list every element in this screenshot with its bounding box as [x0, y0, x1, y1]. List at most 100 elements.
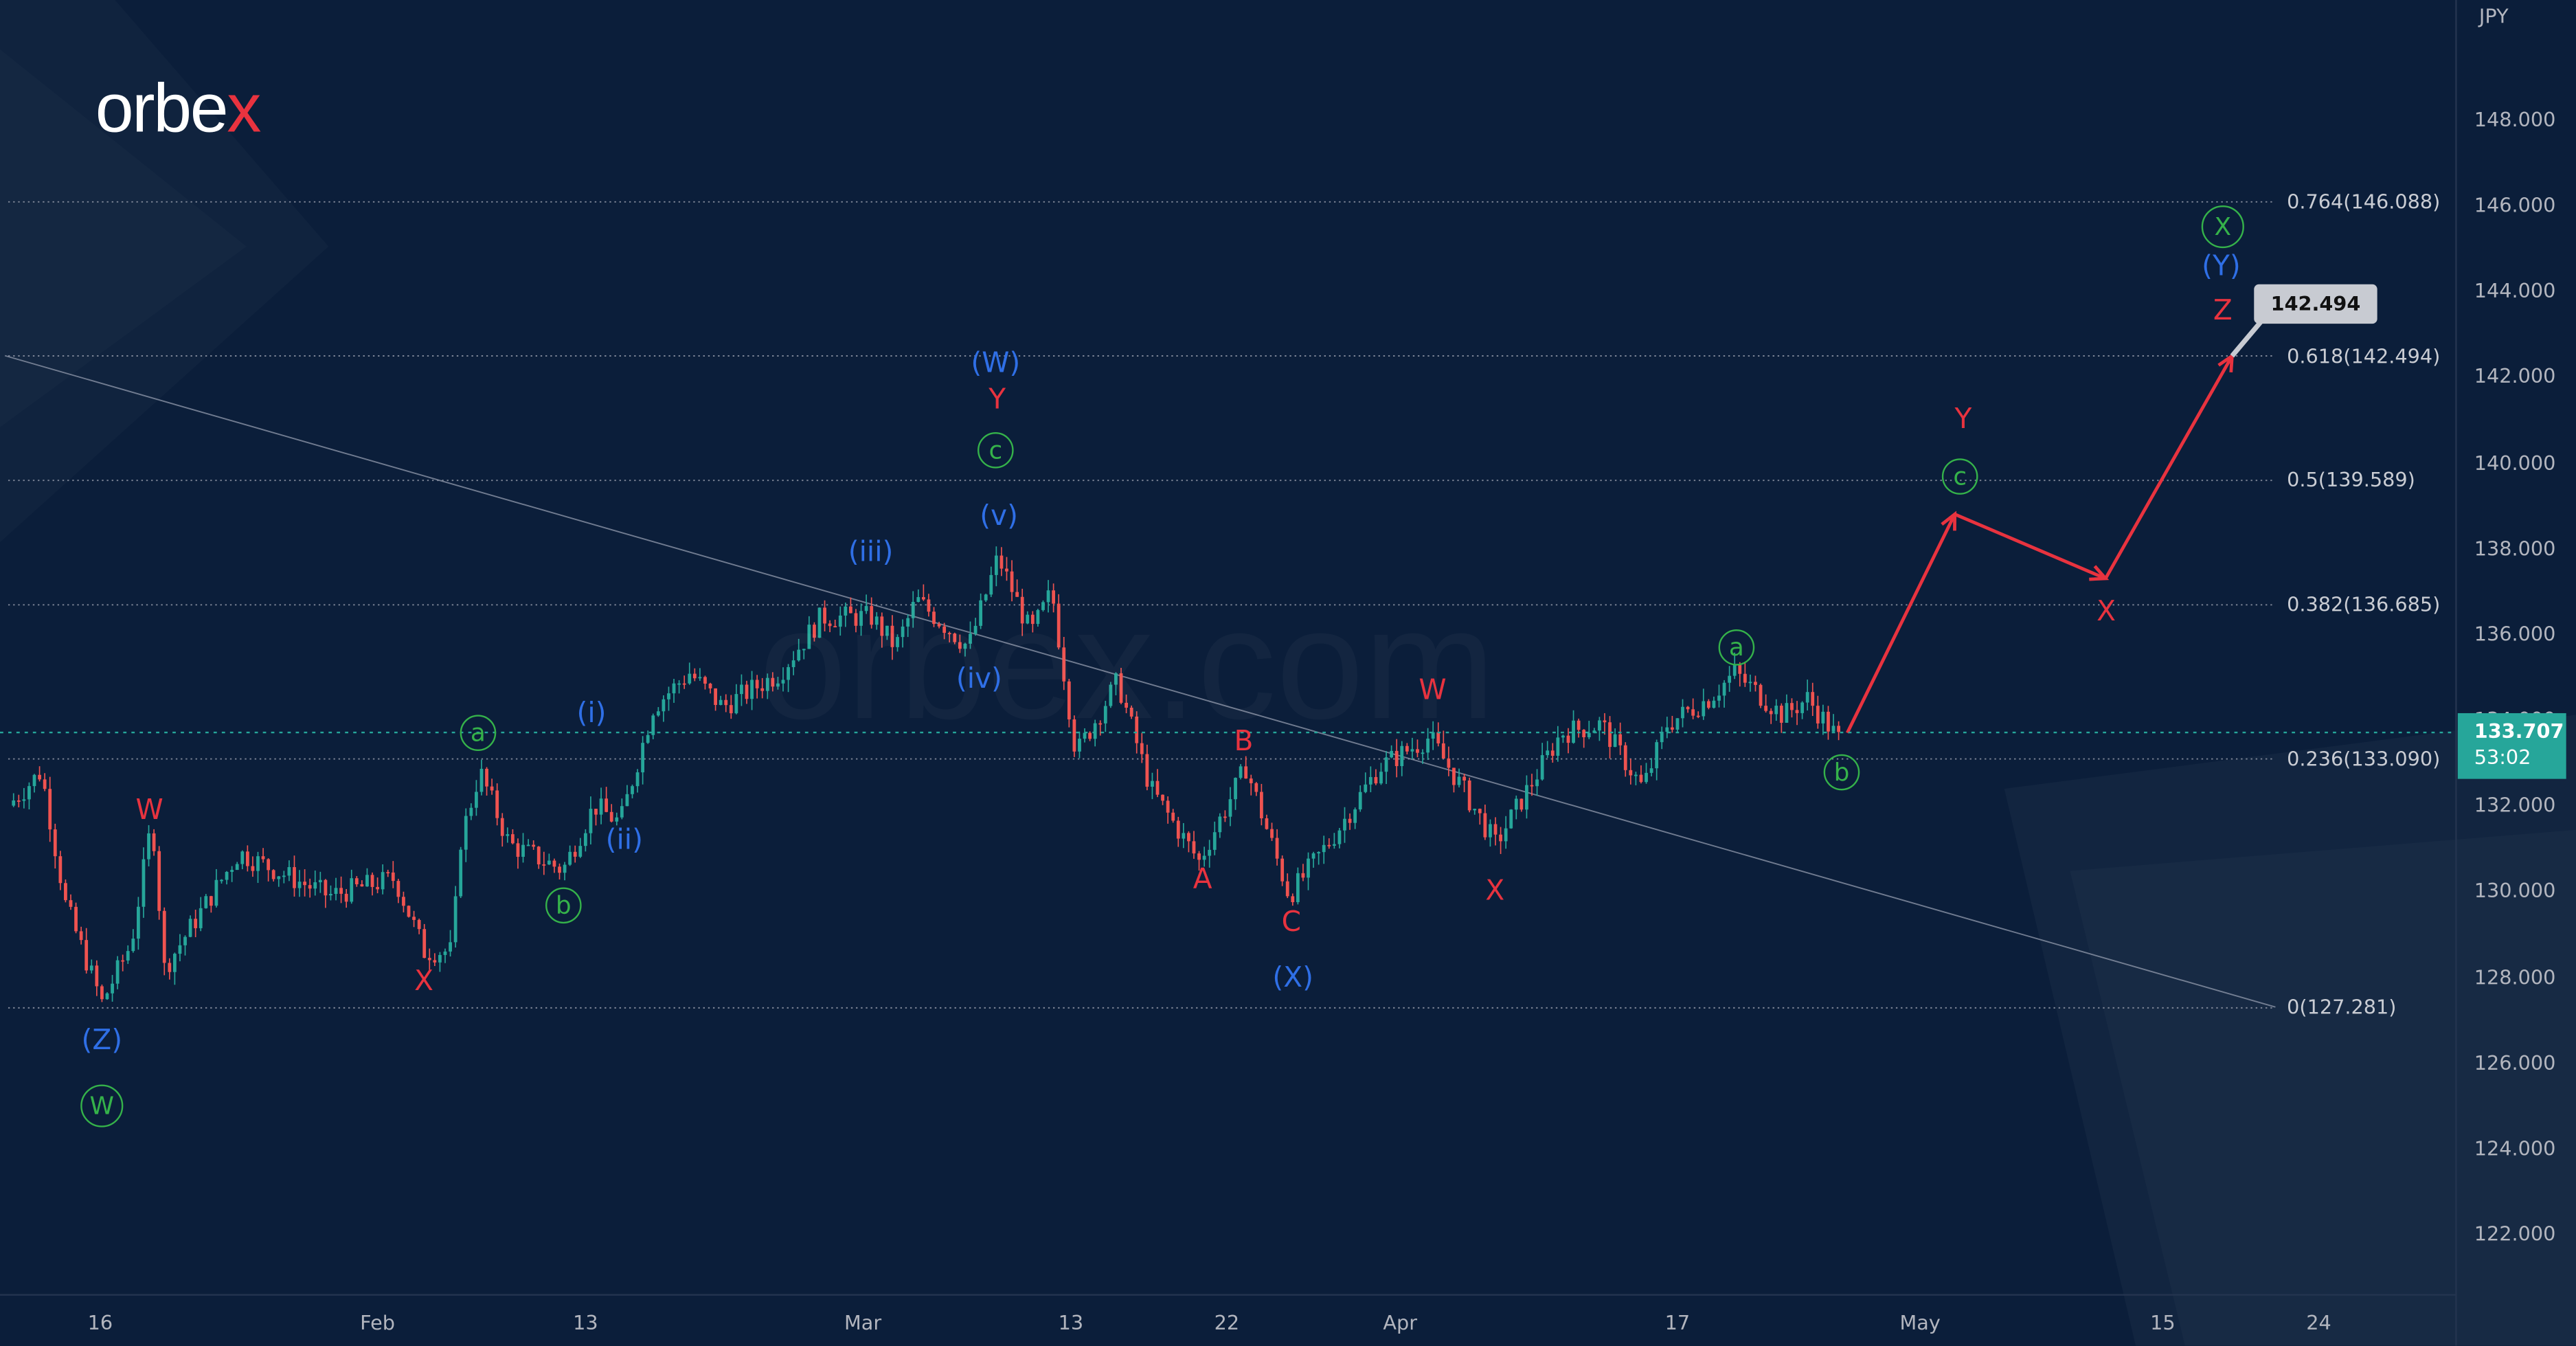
candle-body [558, 866, 561, 873]
candle-body [1311, 853, 1315, 859]
candle-body [1155, 781, 1160, 795]
fib-level-label: 0(127.281) [2287, 996, 2397, 1020]
candle-body [1546, 750, 1550, 756]
candle-body [542, 864, 546, 866]
candle-body [563, 864, 567, 873]
candle-body [1831, 726, 1835, 732]
candle-body [126, 951, 130, 961]
candle-body [734, 694, 738, 714]
candle-body [1015, 592, 1019, 597]
candle-body [714, 688, 717, 706]
candle-body [1816, 706, 1820, 724]
wave-label-green: a [1718, 629, 1755, 666]
candle-body [1629, 770, 1633, 776]
candle-body [1057, 603, 1061, 648]
candle-body [53, 829, 57, 857]
candle-body [1129, 707, 1133, 717]
candle-body [209, 896, 213, 906]
candle-body [1218, 816, 1222, 833]
candle-body [69, 900, 73, 907]
candle-body [121, 960, 125, 962]
price-tick-label: 138.000 [2474, 537, 2556, 561]
candle-body [1722, 682, 1726, 696]
logo-accent: x [227, 69, 261, 146]
candle-body [464, 816, 468, 850]
price-tick-label: 140.000 [2474, 451, 2556, 475]
candle-body [916, 597, 920, 603]
candle-body [1208, 849, 1212, 856]
time-tick-label: 22 [1214, 1311, 1240, 1334]
candle-body [43, 779, 47, 789]
wave-label-green: c [1941, 458, 1978, 495]
candle-body [443, 951, 447, 955]
candle-body [984, 594, 988, 601]
candle-body [1499, 834, 1502, 842]
candle-body [1026, 614, 1030, 624]
candle-body [1296, 873, 1300, 903]
candle-body [1795, 710, 1799, 713]
candle-body [1821, 711, 1825, 724]
wave-label-red: Y [1954, 403, 1972, 436]
candle-body [651, 715, 655, 735]
candle-body [724, 699, 728, 706]
fib-level-label: 0.764(146.088) [2287, 190, 2441, 214]
candle-body [490, 786, 494, 791]
candle-body [921, 597, 925, 600]
candle-body [157, 851, 161, 911]
candle-body [1550, 750, 1555, 756]
price-tick-label: 142.000 [2474, 366, 2556, 389]
candle-body [1010, 571, 1014, 592]
wave-label-red: W [1419, 674, 1447, 708]
candle-body [1670, 727, 1674, 730]
wave-label-red: A [1193, 863, 1212, 897]
wave-label-green: b [545, 887, 582, 924]
candle-body [172, 954, 177, 972]
candle-body [1717, 695, 1721, 701]
candle-body [1171, 812, 1175, 821]
candle-body [183, 936, 187, 945]
candle-body [641, 743, 645, 773]
candle-body [1239, 766, 1243, 778]
price-tick-label: 128.000 [2474, 965, 2556, 989]
candle-body [402, 897, 405, 906]
candle-body [1202, 855, 1206, 860]
candle-body [765, 677, 769, 691]
candle-body [620, 806, 624, 818]
candle-body [1379, 772, 1383, 784]
candle-body [1452, 767, 1456, 785]
wave-label-red: W [135, 794, 163, 828]
candle-body [350, 878, 354, 902]
candle-body [609, 811, 613, 822]
candle-body [178, 945, 182, 954]
projection-arrow [2104, 355, 2234, 580]
candle-body [1645, 772, 1648, 783]
candle-body [469, 807, 473, 816]
candle-body [360, 884, 364, 887]
candle-body [787, 666, 790, 680]
candle-body [459, 849, 463, 897]
candle-body [1358, 792, 1362, 810]
wave-label-blue: (W) [971, 347, 1021, 381]
price-tick-label: 148.000 [2474, 108, 2556, 132]
candle-body [111, 983, 114, 994]
candle-body [1561, 735, 1565, 738]
candle-body [267, 859, 271, 871]
candle-body [927, 599, 931, 612]
candle-body [168, 963, 172, 972]
candle-body [1125, 702, 1128, 708]
candle-body [438, 954, 442, 963]
candle-body [1525, 785, 1528, 810]
candle-body [1228, 799, 1232, 817]
candle-body [1036, 609, 1040, 625]
candle-body [776, 683, 780, 687]
projection-arrow [1846, 513, 1956, 734]
candle-body [740, 684, 743, 695]
candle-body [1447, 758, 1451, 768]
candle-body [354, 878, 359, 884]
candle-body [485, 768, 488, 787]
candle-body [1067, 681, 1071, 720]
candle-body [823, 607, 826, 624]
candle-body [453, 896, 457, 943]
